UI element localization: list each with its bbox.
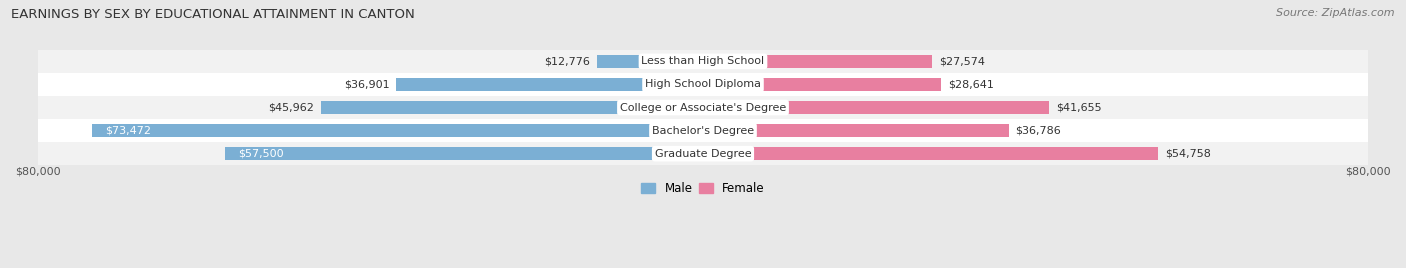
Bar [703, 124, 1010, 137]
Text: $28,641: $28,641 [948, 79, 994, 90]
Text: $27,574: $27,574 [939, 56, 986, 66]
Text: College or Associate's Degree: College or Associate's Degree [620, 103, 786, 113]
Text: $54,758: $54,758 [1166, 149, 1211, 159]
Text: $57,500: $57,500 [238, 149, 284, 159]
Text: EARNINGS BY SEX BY EDUCATIONAL ATTAINMENT IN CANTON: EARNINGS BY SEX BY EDUCATIONAL ATTAINMEN… [11, 8, 415, 21]
Bar [38, 50, 1368, 73]
Bar [38, 96, 1368, 119]
Bar [91, 124, 703, 137]
Text: Less than High School: Less than High School [641, 56, 765, 66]
Bar [38, 73, 1368, 96]
Text: Bachelor's Degree: Bachelor's Degree [652, 126, 754, 136]
Text: $73,472: $73,472 [105, 126, 152, 136]
Text: $41,655: $41,655 [1056, 103, 1102, 113]
Bar [396, 78, 703, 91]
Text: $36,901: $36,901 [344, 79, 389, 90]
Legend: Male, Female: Male, Female [637, 177, 769, 200]
Bar [703, 147, 1159, 160]
Text: $12,776: $12,776 [544, 56, 591, 66]
Bar [38, 142, 1368, 165]
Bar [38, 119, 1368, 142]
Bar [596, 55, 703, 68]
Bar [703, 55, 932, 68]
Bar [225, 147, 703, 160]
Text: Graduate Degree: Graduate Degree [655, 149, 751, 159]
Bar [321, 101, 703, 114]
Text: $45,962: $45,962 [269, 103, 314, 113]
Bar [703, 101, 1049, 114]
Text: $36,786: $36,786 [1015, 126, 1062, 136]
Text: Source: ZipAtlas.com: Source: ZipAtlas.com [1277, 8, 1395, 18]
Bar [703, 78, 941, 91]
Text: High School Diploma: High School Diploma [645, 79, 761, 90]
